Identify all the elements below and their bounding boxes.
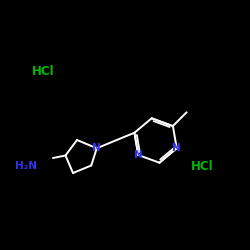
Text: N: N (134, 150, 142, 160)
Text: H₂N: H₂N (14, 161, 36, 171)
Text: HCl: HCl (32, 65, 54, 78)
Text: N: N (92, 143, 101, 153)
Text: HCl: HCl (191, 160, 214, 173)
Text: N: N (172, 143, 181, 153)
